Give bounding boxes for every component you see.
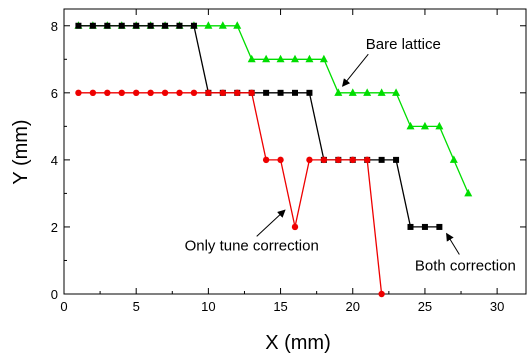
series-circle <box>75 89 385 298</box>
data-point <box>378 156 385 163</box>
data-point <box>277 89 284 96</box>
annotation-text: Bare lattice <box>366 36 441 53</box>
y-tick-label: 4 <box>51 153 58 168</box>
data-point <box>132 89 140 97</box>
data-point <box>118 22 125 29</box>
data-point <box>335 156 342 164</box>
data-point <box>263 89 270 96</box>
data-point <box>421 223 428 230</box>
data-point <box>393 156 400 163</box>
data-point <box>291 54 299 63</box>
data-point <box>276 54 285 63</box>
data-point <box>218 21 227 29</box>
annotation: Only tune correction <box>185 209 319 254</box>
data-point <box>247 54 256 63</box>
data-point <box>162 22 169 29</box>
series-layer <box>74 21 473 298</box>
data-point <box>161 89 169 97</box>
x-tick-label: 5 <box>133 299 140 314</box>
annotation-arrow <box>342 53 369 87</box>
y-axis-label: Y (mm) <box>10 119 32 184</box>
data-point <box>89 89 97 97</box>
data-point <box>234 89 241 97</box>
data-point <box>334 88 343 96</box>
data-point <box>348 88 357 96</box>
data-point <box>291 223 299 231</box>
data-point <box>464 188 473 197</box>
x-tick-label: 15 <box>273 299 287 314</box>
annotation-text: Only tune correction <box>185 237 319 254</box>
data-point <box>305 54 314 63</box>
x-tick-label: 10 <box>201 299 215 314</box>
data-point <box>407 223 414 230</box>
y-tick-label: 8 <box>51 19 58 34</box>
data-point <box>104 22 111 29</box>
plot-frame <box>63 8 527 295</box>
axis-ticks: 0 5 10 15 20 25 30 0 2 4 6 8 <box>51 9 526 314</box>
data-point <box>262 54 271 63</box>
data-point <box>262 156 270 164</box>
data-point <box>89 22 96 29</box>
data-point <box>292 89 298 96</box>
data-point <box>436 223 443 230</box>
data-point <box>147 22 154 29</box>
data-point <box>190 22 197 29</box>
x-tick-label: 30 <box>490 299 504 314</box>
data-point <box>320 156 328 164</box>
data-point <box>118 89 125 97</box>
series-line <box>78 92 383 295</box>
data-point <box>349 156 356 164</box>
annotation-text: Both correction <box>415 258 516 275</box>
y-tick-label: 2 <box>51 220 58 235</box>
data-point <box>306 156 313 164</box>
data-point <box>377 88 386 96</box>
data-point <box>248 89 255 97</box>
data-point <box>449 155 458 163</box>
data-point <box>319 54 328 63</box>
data-point <box>420 121 429 130</box>
data-point <box>435 121 444 130</box>
data-point <box>306 89 313 96</box>
x-axis-label: X (mm) <box>265 332 331 354</box>
data-point <box>133 22 140 29</box>
data-point <box>363 156 371 164</box>
y-tick-label: 0 <box>51 287 58 302</box>
data-point <box>190 89 198 97</box>
data-point <box>233 21 242 29</box>
data-point <box>204 21 213 29</box>
x-tick-label: 25 <box>418 299 432 314</box>
annotation-arrow <box>256 209 286 237</box>
data-point <box>378 290 385 298</box>
data-point <box>176 22 183 29</box>
annotation: Bare lattice <box>342 36 441 87</box>
x-tick-label: 20 <box>346 299 360 314</box>
data-point <box>277 156 284 164</box>
annotation-arrow <box>446 232 460 255</box>
y-tick-label: 6 <box>51 86 58 101</box>
annotation: Both correction <box>415 232 516 275</box>
data-point <box>75 89 82 97</box>
data-point <box>147 89 154 97</box>
data-point <box>392 88 401 96</box>
x-tick-label: 0 <box>60 299 67 314</box>
data-point <box>176 89 183 97</box>
data-point <box>205 89 212 97</box>
data-point <box>363 88 372 96</box>
data-point <box>104 89 111 97</box>
annotations: Bare lattice Only tune correction Both cor… <box>185 36 516 274</box>
data-point <box>219 89 227 97</box>
data-point <box>406 121 415 130</box>
data-point <box>75 22 82 29</box>
